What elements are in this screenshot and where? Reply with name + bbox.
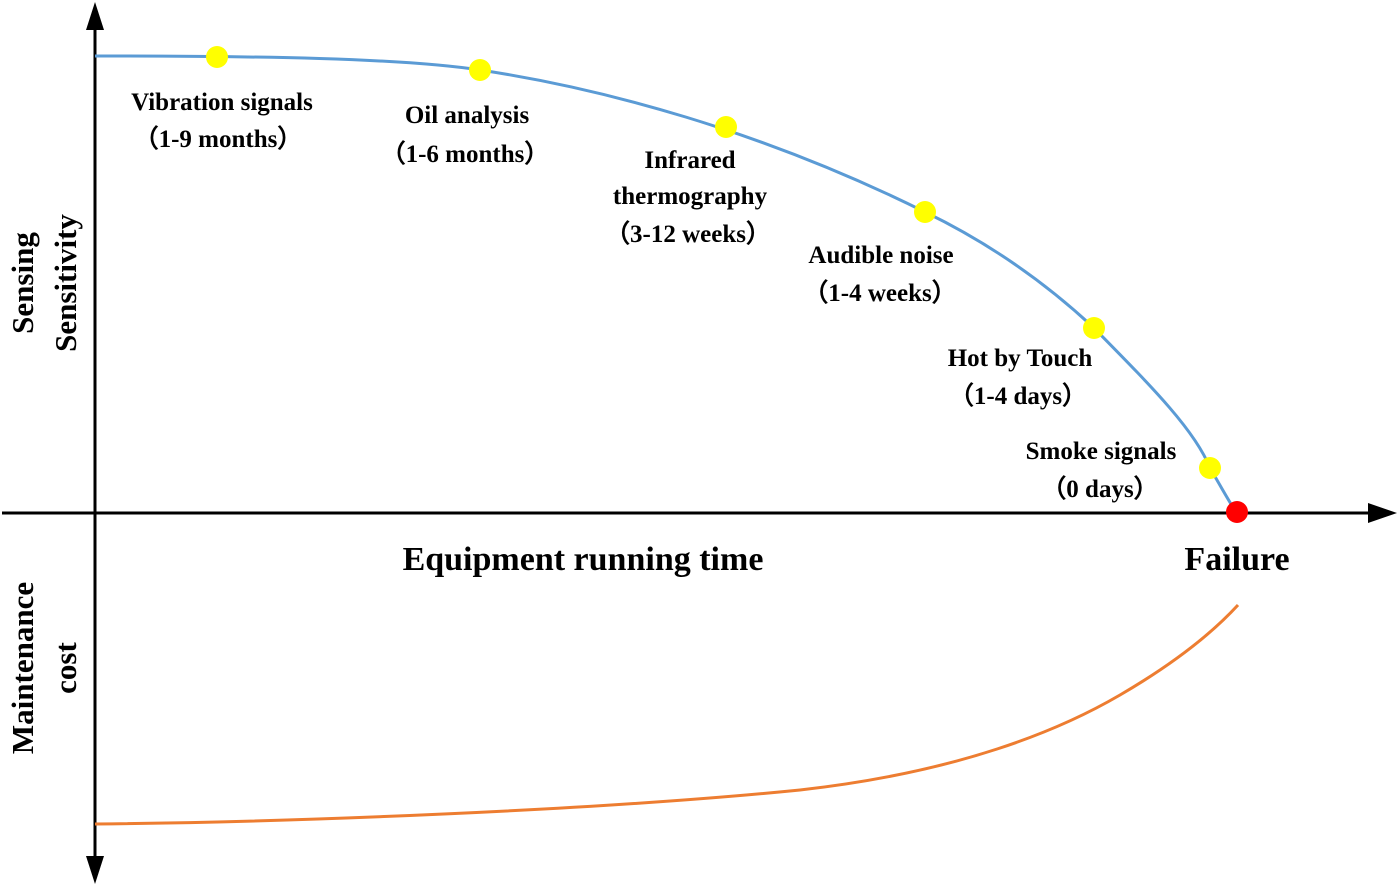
cost-curve	[94, 603, 1240, 826]
smoke-label: Smoke signals	[1026, 438, 1177, 465]
hot-by-touch-label: Hot by Touch	[948, 345, 1093, 372]
sensitivity-curve	[94, 54, 1238, 513]
oil-analysis-point	[469, 59, 491, 81]
hot-by-touch-window: （1-4 days）	[949, 381, 1087, 410]
vibration-point	[206, 46, 228, 68]
failure-label: Failure	[1184, 541, 1289, 578]
y-upper-title-line2: Sensitivity	[48, 214, 83, 352]
oil-analysis-label: Oil analysis	[405, 102, 530, 129]
hot-by-touch-point	[1083, 317, 1105, 339]
audible-noise-label: Audible noise	[808, 242, 953, 269]
y-upper-title-line1: Sensing	[5, 232, 40, 334]
infrared-point	[715, 116, 737, 138]
x-axis-arrow	[1368, 503, 1397, 523]
y-lower-title-line1: Maintenance	[5, 582, 40, 754]
infrared-label-line2: thermography	[613, 183, 768, 210]
y-axis-down-arrow	[86, 856, 104, 884]
signal-points	[206, 46, 1248, 523]
signal-labels: Vibration signals （1-9 months） Oil analy…	[131, 89, 1177, 503]
vibration-label: Vibration signals	[131, 89, 313, 116]
oil-analysis-window: （1-6 months）	[381, 139, 550, 168]
infrared-label-line1: Infrared	[644, 147, 735, 174]
y-lower-title-line2: cost	[48, 642, 83, 694]
infrared-window: （3-12 weeks）	[605, 219, 771, 248]
y-lower-title: Maintenance cost	[5, 582, 83, 754]
failure-point	[1226, 501, 1248, 523]
audible-noise-point	[914, 201, 936, 223]
y-upper-title: Sensing Sensitivity	[5, 214, 83, 352]
smoke-point	[1199, 457, 1221, 479]
x-axis-title: Equipment running time	[403, 541, 764, 578]
y-axis-up-arrow	[86, 2, 104, 30]
smoke-window: （0 days）	[1041, 474, 1158, 503]
audible-noise-window: （1-4 weeks）	[803, 278, 956, 307]
vibration-window: （1-9 months）	[134, 124, 303, 153]
